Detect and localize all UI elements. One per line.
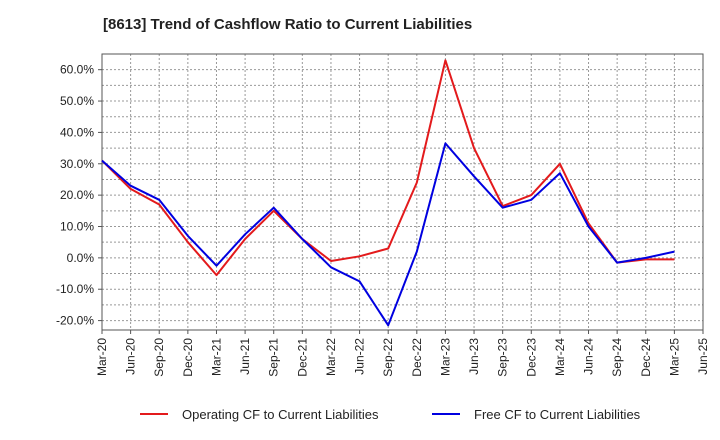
x-tick-label: Jun-23 — [467, 338, 481, 375]
y-tick-label: 50.0% — [60, 94, 94, 108]
x-tick-label: Mar-24 — [553, 338, 567, 376]
chart-title: [8613] Trend of Cashflow Ratio to Curren… — [103, 16, 473, 33]
x-tick-label: Sep-24 — [610, 338, 624, 377]
y-tick-label: 40.0% — [60, 125, 94, 139]
legend-label: Free CF to Current Liabilities — [474, 407, 641, 422]
x-tick-label: Mar-20 — [95, 338, 109, 376]
y-tick-label: -20.0% — [56, 314, 94, 328]
x-tick-label: Sep-20 — [152, 338, 166, 377]
y-axis-ticks: 60.0% 50.0% 40.0% 30.0% 20.0% 10.0% 0.0% -10.0%… — [56, 63, 102, 328]
x-tick-label: Dec-24 — [639, 338, 653, 377]
legend-label: Operating CF to Current Liabilities — [182, 407, 379, 422]
x-tick-label: Sep-22 — [381, 338, 395, 377]
x-tick-label: Sep-21 — [267, 338, 281, 377]
x-tick-label: Jun-20 — [124, 338, 138, 375]
legend: Operating CF to Current Liabilities Free … — [140, 407, 641, 422]
y-tick-label: 60.0% — [60, 63, 94, 77]
y-tick-label: 20.0% — [60, 188, 94, 202]
y-tick-label: 30.0% — [60, 157, 94, 171]
x-tick-label: Jun-22 — [353, 338, 367, 375]
y-tick-label: 10.0% — [60, 220, 94, 234]
x-axis-ticks: Mar-20 Jun-20 Sep-20 Dec-20 Mar-21 Jun-21 Sep-… — [95, 330, 710, 377]
series-layer — [101, 59, 675, 327]
x-tick-label: Mar-21 — [209, 338, 223, 376]
grid-layer — [102, 54, 703, 330]
x-tick-label: Jun-25 — [696, 338, 710, 375]
x-tick-label: Dec-21 — [295, 338, 309, 377]
y-tick-label: -10.0% — [56, 282, 94, 296]
x-tick-label: Mar-25 — [667, 338, 681, 376]
x-tick-label: Dec-23 — [524, 338, 538, 377]
x-tick-label: Dec-20 — [181, 338, 195, 377]
series-line-free-cf — [101, 142, 675, 327]
y-tick-label: 0.0% — [67, 251, 95, 265]
x-tick-label: Jun-24 — [582, 338, 596, 375]
x-tick-label: Sep-23 — [496, 338, 510, 377]
plot-frame — [101, 53, 704, 331]
x-tick-label: Mar-22 — [324, 338, 338, 376]
series-line-operating-cf — [101, 59, 675, 277]
x-tick-label: Mar-23 — [438, 338, 452, 376]
x-tick-label: Jun-21 — [238, 338, 252, 375]
x-tick-label: Dec-22 — [410, 338, 424, 377]
